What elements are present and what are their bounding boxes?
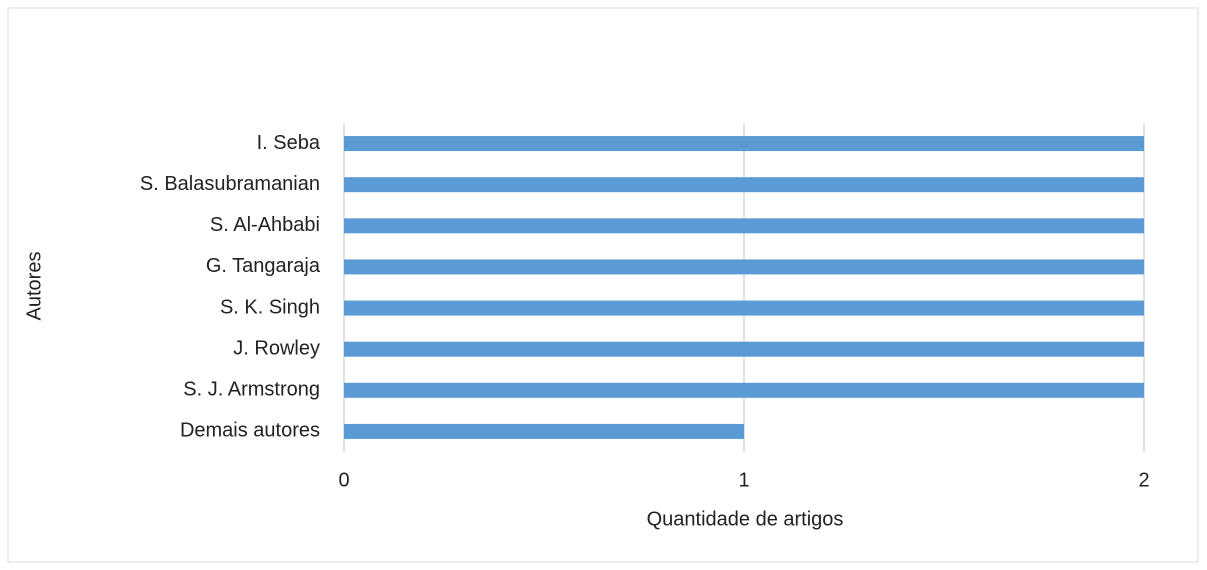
y-tick-label: J. Rowley: [233, 337, 320, 359]
chart-border: [7, 7, 1199, 563]
bar: [344, 218, 1144, 234]
y-tick-label: S. Balasubramanian: [140, 173, 320, 195]
y-tick-label: I. Seba: [257, 132, 321, 154]
bar: [344, 177, 1144, 193]
y-tick-label: G. Tangaraja: [206, 255, 321, 277]
bar: [344, 136, 1144, 152]
y-axis-label: Autores: [23, 252, 45, 321]
x-tick-label: 2: [1138, 469, 1149, 491]
y-tick-label: S. Al-Ahbabi: [210, 214, 320, 236]
x-axis-label: Quantidade de artigos: [647, 508, 844, 530]
bar: [344, 259, 1144, 275]
bar: [344, 382, 1144, 398]
bar: [344, 341, 1144, 357]
x-tick-label: 0: [338, 469, 349, 491]
x-tick-label: 1: [738, 469, 749, 491]
y-tick-label: S. K. Singh: [220, 296, 320, 318]
bar: [344, 423, 744, 439]
bar: [344, 300, 1144, 316]
y-tick-label: S. J. Armstrong: [183, 379, 320, 401]
y-tick-label: Demais autores: [180, 420, 320, 442]
